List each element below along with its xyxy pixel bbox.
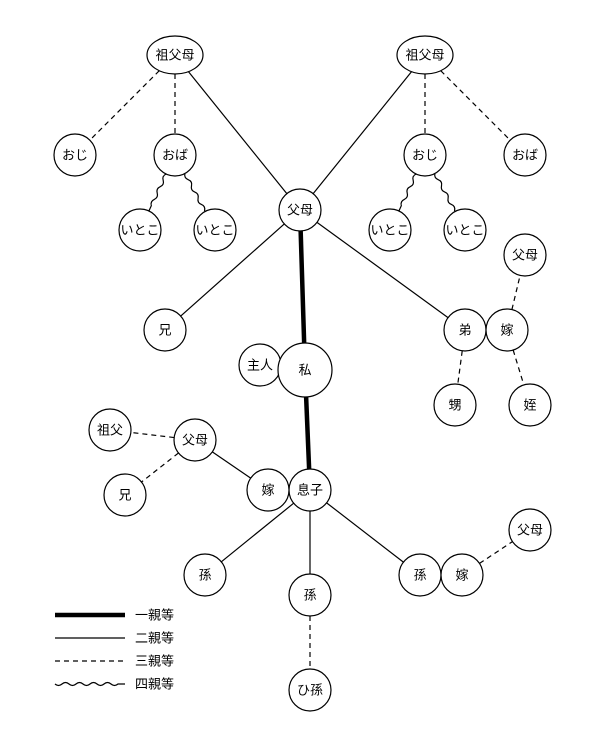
edge-gpL-fubo [188,72,286,194]
node-shujin: 主人 [239,344,281,386]
edge-gpL-ojiL [90,71,159,140]
node-label-itokoL2: いとこ [195,223,234,238]
legend: 一親等二親等三親等四親等 [55,608,174,692]
node-label-yomeR: 嫁 [500,323,513,338]
node-yomeR2: 嫁 [441,554,483,596]
node-label-yomeL: 嫁 [261,483,274,498]
edge-yomeR2-fuboR2 [480,542,513,564]
edge-ojiR-itokoR2 [435,174,455,212]
node-label-ojiR: おじ [412,148,438,163]
node-label-aniL: 兄 [118,488,131,503]
node-label-fuboL2: 父母 [182,433,208,448]
node-gpL: 祖父母 [147,36,203,74]
edge-watashi-musuko [306,397,309,469]
node-ojiR: おじ [404,134,446,176]
node-gpR: 祖父母 [397,36,453,74]
node-label-himago: ひ孫 [297,683,323,698]
edge-fuboL2-aniL [142,453,179,482]
node-label-itokoL1: いとこ [120,223,159,238]
node-musuko: 息子 [289,469,331,511]
node-mei: 姪 [509,384,551,426]
edge-gpR-fubo [313,72,411,194]
node-label-ojiL: おじ [62,148,88,163]
edge-gpR-obaR [441,71,510,140]
edge-obaL-itokoL1 [149,174,166,211]
node-fuboR: 父母 [504,234,546,276]
node-label-shujin: 主人 [247,358,273,373]
edge-fuboL2-sofuL [131,432,174,437]
legend-line-degree4 [55,683,125,686]
node-label-itokoR2: いとこ [445,223,484,238]
legend-label-degree4: 四親等 [135,677,174,692]
edge-obaL-itokoL2 [185,174,205,212]
edge-ojiR-itokoR1 [399,174,416,211]
node-ani: 兄 [144,309,186,351]
node-label-obaR: おば [512,148,538,163]
node-label-magoR: 孫 [413,568,426,583]
edge-yomeL-fuboL2 [212,452,250,478]
edge-musuko-magoL [221,503,293,562]
node-yomeR: 嫁 [486,309,528,351]
nodes-layer: 祖父母祖父母おじおばおじおばいとこいとこいとこいとこ父母兄弟嫁父母甥姪主人私息子… [54,36,551,711]
edge-otouto-oi [458,351,462,384]
node-label-sofuL: 祖父 [97,423,123,438]
node-yomeL: 嫁 [247,469,289,511]
node-label-watashi: 私 [298,363,311,378]
edge-yomeR-mei [513,350,524,385]
node-label-oi: 甥 [448,398,461,413]
node-itokoL1: いとこ [119,209,161,251]
node-label-magoL: 孫 [198,568,211,583]
node-label-gpR: 祖父母 [405,48,444,63]
node-label-yomeR2: 嫁 [455,568,468,583]
node-itokoR2: いとこ [444,209,486,251]
node-label-gpL: 祖父母 [155,48,194,63]
node-magoL: 孫 [184,554,226,596]
legend-label-degree3: 三親等 [135,654,174,669]
edge-fubo-watashi [301,231,305,343]
node-label-musuko: 息子 [297,483,323,498]
node-label-obaL: おば [162,148,188,163]
node-label-fuboR: 父母 [512,248,538,263]
legend-label-degree2: 二親等 [135,631,174,646]
node-label-ani: 兄 [158,323,171,338]
node-label-mei: 姪 [523,398,536,413]
node-fuboR2: 父母 [509,509,551,551]
node-label-fuboR2: 父母 [517,523,543,538]
node-himago: ひ孫 [289,669,331,711]
edge-yomeR-fuboR [512,275,520,309]
node-otouto: 弟 [444,309,486,351]
node-fuboL2: 父母 [174,419,216,461]
node-label-fubo: 父母 [287,203,313,218]
node-label-magoC: 孫 [303,588,316,603]
node-magoR: 孫 [399,554,441,596]
node-label-otouto: 弟 [458,323,471,338]
node-sofuL: 祖父 [89,409,131,451]
edge-musuko-magoR [327,503,404,562]
node-obaL: おば [154,134,196,176]
node-watashi: 私 [278,343,332,397]
node-magoC: 孫 [289,574,331,616]
node-aniL: 兄 [104,474,146,516]
node-oi: 甥 [434,384,476,426]
node-label-itokoR1: いとこ [370,223,409,238]
node-obaR: おば [504,134,546,176]
legend-label-degree1: 一親等 [135,608,174,623]
node-itokoL2: いとこ [194,209,236,251]
node-itokoR1: いとこ [369,209,411,251]
node-ojiL: おじ [54,134,96,176]
node-fubo: 父母 [279,189,321,231]
kinship-diagram: 祖父母祖父母おじおばおじおばいとこいとこいとこいとこ父母兄弟嫁父母甥姪主人私息子… [0,0,594,739]
